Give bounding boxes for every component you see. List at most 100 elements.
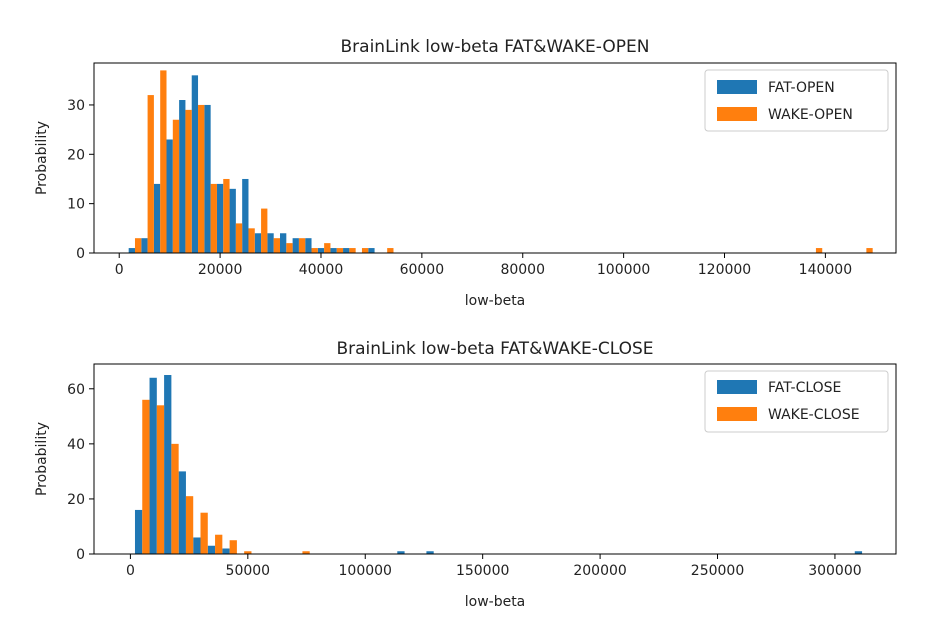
legend-swatch-wake-open xyxy=(717,107,757,121)
legend: FAT-CLOSE WAKE-CLOSE xyxy=(704,370,889,433)
x-tick-label: 0 xyxy=(126,563,135,579)
bar-wake xyxy=(349,248,356,253)
bar-fat xyxy=(141,238,148,253)
bar-fat xyxy=(179,100,186,253)
y-tick-label: 10 xyxy=(67,197,85,213)
bar-wake xyxy=(172,119,180,253)
bar-wake xyxy=(336,248,344,253)
bar-wake xyxy=(223,178,230,253)
x-tick-label: 150000 xyxy=(456,563,509,579)
bar-wake xyxy=(200,512,208,554)
bar-wake xyxy=(235,223,243,253)
bar-fat xyxy=(134,509,143,554)
bar-fat xyxy=(191,75,199,253)
bar-wake xyxy=(286,243,293,253)
bar-wake xyxy=(361,248,369,253)
legend-swatch-wake-close xyxy=(717,407,757,421)
bar-fat xyxy=(193,537,201,554)
x-tick-label: 60000 xyxy=(400,262,445,278)
legend-label-wake-close: WAKE-CLOSE xyxy=(768,407,860,423)
bar-fat xyxy=(216,183,224,253)
bar-wake xyxy=(198,104,205,253)
bar-fat xyxy=(317,248,325,253)
legend-label-fat-open: FAT-OPEN xyxy=(768,80,835,96)
y-axis-label: Probability xyxy=(34,121,50,195)
bar-fat xyxy=(330,248,337,253)
bar-wake xyxy=(142,399,150,554)
chart-title: BrainLink low-beta FAT&WAKE-CLOSE xyxy=(336,339,653,359)
y-tick-label: 20 xyxy=(67,147,85,163)
x-tick-label: 50000 xyxy=(226,563,271,579)
x-tick-label: 20000 xyxy=(198,262,243,278)
bar-wake xyxy=(387,248,394,253)
bar-fat xyxy=(854,551,863,554)
y-tick-label: 40 xyxy=(67,437,85,453)
y-tick-label: 60 xyxy=(67,382,85,398)
x-tick-label: 0 xyxy=(115,262,124,278)
x-tick-label: 250000 xyxy=(691,563,744,579)
bar-wake xyxy=(298,238,306,253)
x-tick-label: 40000 xyxy=(299,262,344,278)
bar-wake xyxy=(156,405,165,554)
y-tick-label: 30 xyxy=(67,98,85,114)
y-tick-label: 0 xyxy=(76,547,85,563)
legend: FAT-OPEN WAKE-OPEN xyxy=(704,69,889,132)
legend-label-wake-open: WAKE-OPEN xyxy=(768,107,853,123)
bar-fat xyxy=(166,139,173,253)
y-axis-label: Probability xyxy=(34,422,50,496)
x-tick-label: 100000 xyxy=(597,262,650,278)
chart-title: BrainLink low-beta FAT&WAKE-OPEN xyxy=(341,37,650,57)
x-axis-label: low-beta xyxy=(465,293,526,309)
bar-fat xyxy=(207,545,216,554)
bar-fat xyxy=(267,233,274,253)
bar-fat xyxy=(343,248,350,253)
bars-layer xyxy=(128,70,873,254)
plot-frame xyxy=(93,62,897,254)
x-tick-label: 300000 xyxy=(808,563,861,579)
bar-wake xyxy=(210,183,217,253)
bar-wake xyxy=(215,534,223,554)
bar-fat xyxy=(222,548,230,554)
bar-wake xyxy=(147,95,154,253)
bar-wake xyxy=(866,248,873,253)
bar-fat xyxy=(229,188,236,253)
x-tick-label: 140000 xyxy=(799,262,852,278)
bar-fat xyxy=(242,178,249,253)
bar-fat xyxy=(204,104,211,253)
legend-swatch-fat-close xyxy=(717,380,757,394)
bar-fat xyxy=(305,238,312,253)
y-tick-label: 0 xyxy=(76,246,85,262)
bar-wake xyxy=(244,551,252,554)
plot-frame xyxy=(93,363,897,555)
y-tick-label: 20 xyxy=(67,492,85,508)
bar-wake xyxy=(273,238,280,253)
legend-label-fat-close: FAT-CLOSE xyxy=(768,380,841,396)
x-axis-label: low-beta xyxy=(465,594,526,610)
bar-wake xyxy=(324,243,331,253)
bar-wake xyxy=(229,540,237,554)
bar-wake xyxy=(185,496,194,554)
x-tick-label: 200000 xyxy=(573,563,626,579)
chart-panel-close: BrainLink low-beta FAT&WAKE-CLOSE 0 50000… xyxy=(34,339,897,610)
bar-wake xyxy=(134,238,142,253)
x-tick-label: 120000 xyxy=(698,262,751,278)
chart-panel-open: BrainLink low-beta FAT&WAKE-OPEN 0 20000 4… xyxy=(34,37,897,309)
bar-fat xyxy=(178,471,186,554)
bar-fat xyxy=(128,248,135,253)
bar-fat xyxy=(164,375,172,554)
ticks-layer: 0 20000 40000 60000 80000 100000 120000 140000 0… xyxy=(67,98,852,278)
x-tick-label: 100000 xyxy=(339,563,392,579)
bar-wake xyxy=(815,248,823,253)
bars-layer xyxy=(134,375,863,554)
bar-fat xyxy=(149,377,157,554)
bar-fat xyxy=(254,233,262,253)
bar-wake xyxy=(160,70,167,254)
bar-wake xyxy=(185,109,192,253)
bar-wake xyxy=(311,248,318,253)
bar-wake xyxy=(171,443,179,554)
bar-wake xyxy=(302,551,310,554)
bar-fat xyxy=(368,248,375,253)
bar-fat xyxy=(397,551,405,554)
legend-swatch-fat-open xyxy=(717,80,757,94)
